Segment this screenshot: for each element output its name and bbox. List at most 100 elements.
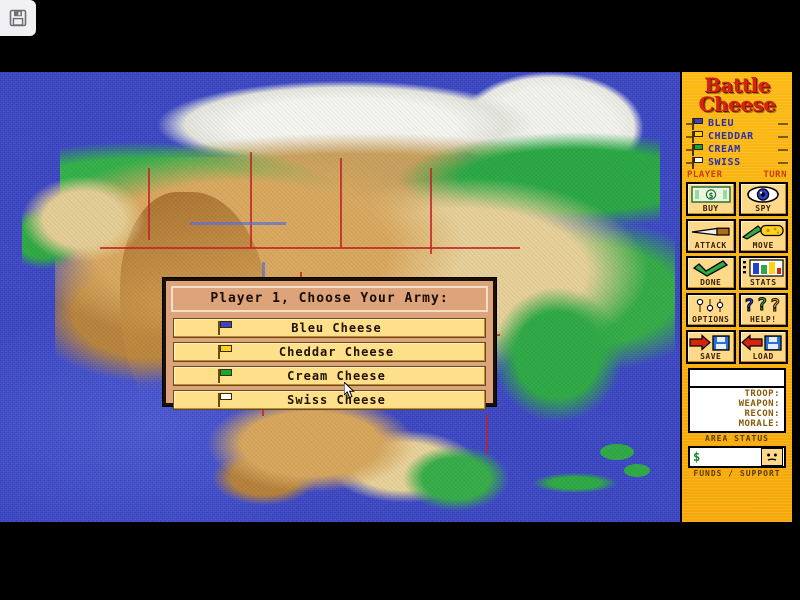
army-option-bleu[interactable]: Bleu Cheese	[173, 318, 486, 338]
attack-button-label: ATTACK	[694, 241, 727, 250]
area-status-caption: AREA STATUS	[705, 434, 769, 443]
help-button-label: HELP!	[749, 315, 777, 324]
map-landmass-cuba	[520, 470, 630, 496]
team-name: CREAM	[708, 144, 741, 155]
map-landmass-island-2	[624, 464, 650, 477]
team-row-swiss: SWISS	[686, 156, 788, 169]
army-option-list: Bleu Cheese Cheddar Cheese Cream Cheese	[173, 318, 486, 410]
done-button[interactable]: DONE	[686, 256, 736, 290]
save-game-button-label: SAVE	[700, 352, 722, 361]
team-name: CHEDDAR	[708, 131, 754, 142]
map-border-line	[148, 168, 150, 240]
browser-top-bar	[0, 0, 800, 45]
spy-button-label: SPY	[755, 204, 772, 213]
army-option-swiss[interactable]: Swiss Cheese	[173, 390, 486, 410]
player-column-header: PLAYER	[687, 170, 723, 180]
buy-button-label: BUY	[702, 204, 719, 213]
team-row-bleu: BLEU	[686, 117, 788, 130]
area-status-readout	[690, 370, 784, 388]
spy-button[interactable]: SPY	[738, 182, 788, 216]
flag-icon	[692, 117, 705, 130]
done-button-label: DONE	[700, 278, 722, 287]
svg-text:?: ?	[757, 296, 767, 314]
game-title-line1: Battle	[704, 73, 770, 97]
flag-icon	[692, 143, 705, 156]
area-status-weapon-label: WEAPON:	[738, 399, 780, 409]
map-river	[190, 222, 286, 225]
flag-icon	[692, 156, 705, 169]
flag-icon	[218, 345, 234, 359]
map-border-line	[430, 168, 432, 254]
funds-amount	[703, 448, 761, 466]
svg-text:?: ?	[744, 296, 754, 314]
game-hud-panel: Battle Cheese BLEU CHEDDAR	[680, 72, 792, 522]
map-landmass-island-1	[600, 444, 634, 460]
checkmark-icon	[688, 258, 734, 278]
floppy-disk-icon	[9, 9, 27, 27]
currency-symbol: $	[693, 450, 701, 464]
arrow-right-floppy-icon	[688, 332, 734, 352]
map-border-line	[340, 158, 342, 248]
team-row-cream: CREAM	[686, 143, 788, 156]
save-button[interactable]	[0, 0, 36, 36]
load-game-button-label: LOAD	[752, 352, 774, 361]
map-landmass-alaska	[22, 164, 202, 284]
stats-button-label: STATS	[749, 278, 777, 287]
game-title: Battle Cheese	[682, 72, 792, 114]
knife-cheese-icon	[741, 221, 787, 241]
arrow-left-floppy-icon	[741, 332, 787, 352]
hud-column-headers: PLAYER TURN	[682, 169, 792, 180]
save-game-button[interactable]: SAVE	[686, 330, 736, 364]
area-status-rows: TROOP: WEAPON: RECON: MORALE:	[690, 388, 784, 431]
choose-army-dialog: Player 1, Choose Your Army: Bleu Cheese …	[163, 278, 496, 410]
mouse-cursor	[343, 380, 356, 400]
funds-support-caption: FUNDS / SUPPORT	[693, 469, 781, 478]
load-game-button[interactable]: LOAD	[738, 330, 788, 364]
svg-text:$: $	[708, 191, 713, 200]
army-option-cream[interactable]: Cream Cheese	[173, 366, 486, 386]
help-button[interactable]: ? ? ? HELP!	[738, 293, 788, 327]
knife-icon	[688, 221, 734, 241]
neutral-face-icon	[761, 448, 783, 466]
flag-icon	[692, 130, 705, 143]
map-border-line	[250, 152, 252, 248]
options-button[interactable]: OPTIONS	[686, 293, 736, 327]
army-option-label: Bleu Cheese	[291, 321, 382, 335]
attack-button[interactable]: ATTACK	[686, 219, 736, 253]
flag-icon	[218, 369, 234, 383]
dialog-title: Player 1, Choose Your Army:	[171, 286, 488, 312]
army-option-label: Cream Cheese	[287, 369, 386, 383]
team-name: SWISS	[708, 157, 741, 168]
buy-button[interactable]: $ BUY	[686, 182, 736, 216]
team-row-cheddar: CHEDDAR	[686, 130, 788, 143]
map-border-line	[100, 247, 520, 249]
game-title-line2: Cheese	[698, 92, 776, 116]
map-border-line	[486, 414, 488, 454]
question-marks-icon: ? ? ?	[741, 295, 787, 315]
funds-support-panel: $	[688, 446, 786, 468]
flag-icon	[218, 321, 234, 335]
area-status-morale-label: MORALE:	[738, 419, 780, 429]
turn-column-header: TURN	[763, 170, 787, 180]
map-terrain-east-coast	[470, 272, 660, 452]
army-option-label: Cheddar Cheese	[278, 345, 395, 359]
move-button[interactable]: MOVE	[738, 219, 788, 253]
area-status-recon-label: RECON:	[744, 409, 780, 419]
army-option-label: Swiss Cheese	[287, 393, 386, 407]
options-button-label: OPTIONS	[692, 315, 730, 324]
stats-button[interactable]: STATS	[738, 256, 788, 290]
area-status-panel: TROOP: WEAPON: RECON: MORALE:	[688, 368, 786, 433]
move-button-label: MOVE	[752, 241, 774, 250]
army-option-cheddar[interactable]: Cheddar Cheese	[173, 342, 486, 362]
area-status-troop-label: TROOP:	[744, 389, 780, 399]
map-landmass-yucatan	[400, 444, 540, 522]
banknote-icon: $	[688, 184, 734, 204]
eye-icon	[741, 184, 787, 204]
flag-icon	[218, 393, 234, 407]
bar-chart-icon	[741, 258, 787, 278]
team-list: BLEU CHEDDAR CREAM	[686, 117, 788, 169]
svg-text:?: ?	[770, 296, 780, 314]
game-viewport: Player 1, Choose Your Army: Bleu Cheese …	[0, 72, 800, 522]
team-name: BLEU	[708, 118, 735, 129]
